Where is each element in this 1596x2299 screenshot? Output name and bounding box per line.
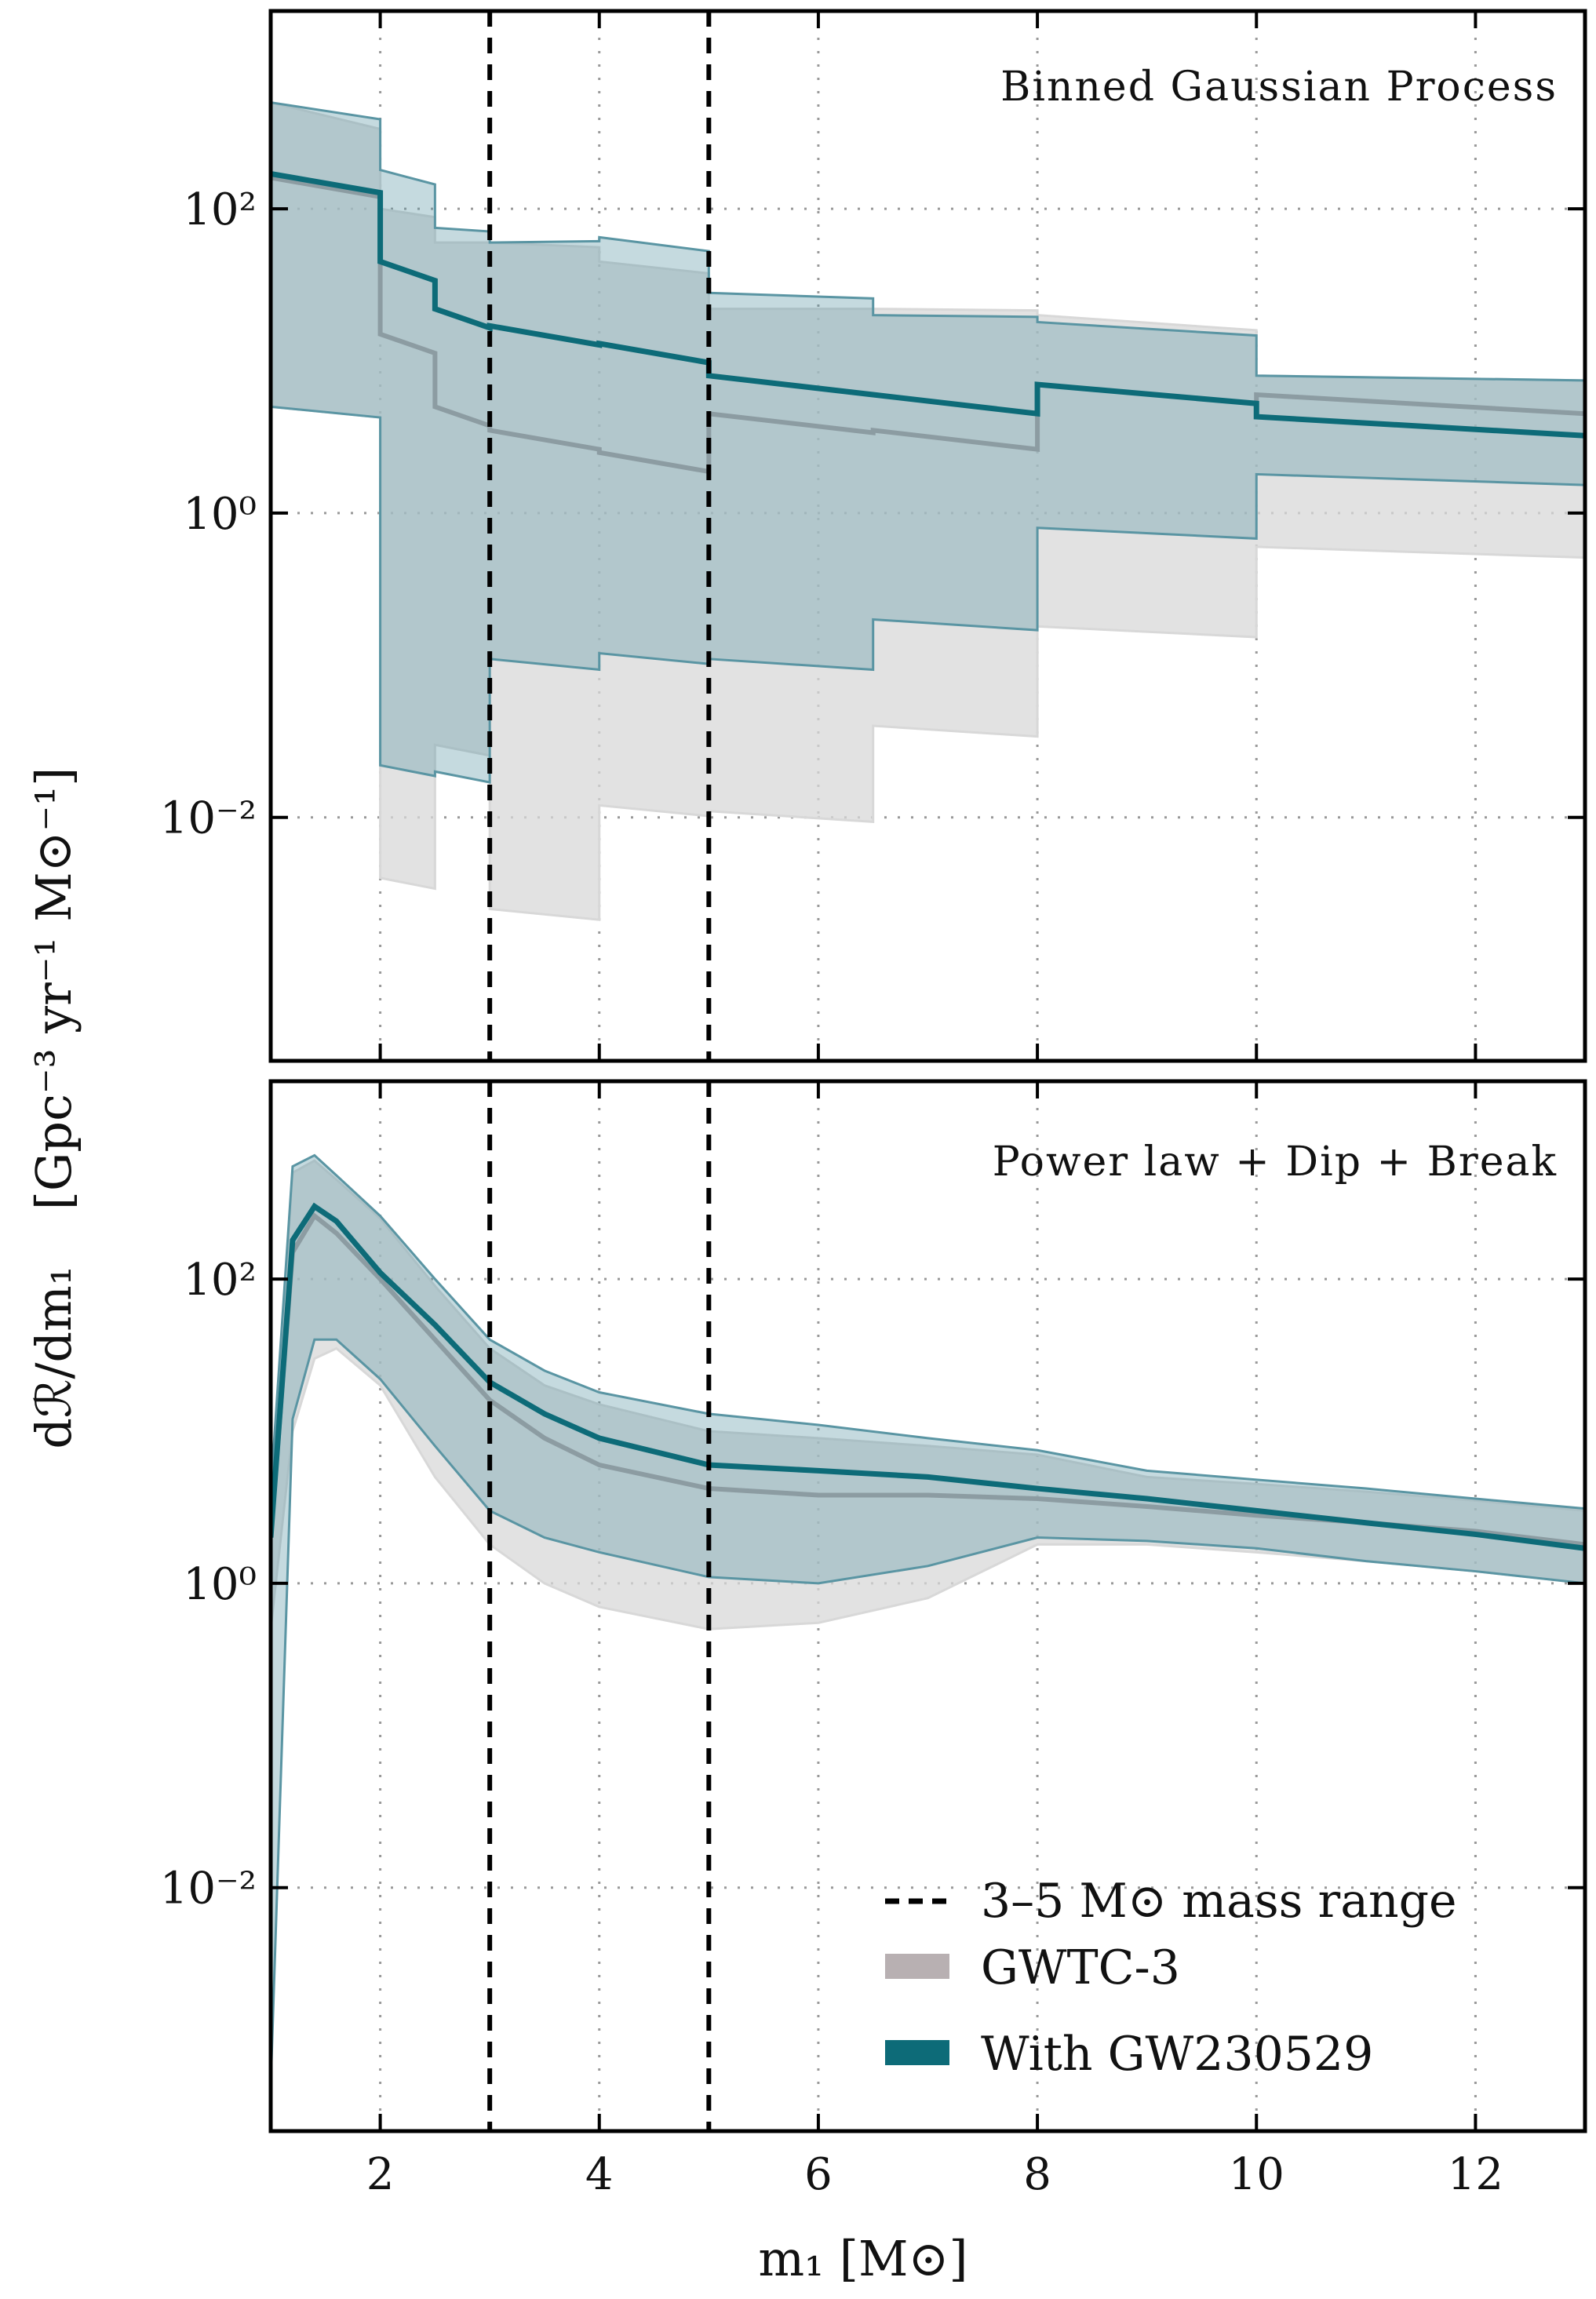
legend-gw-label: With GW230529: [981, 2027, 1373, 2082]
y-tick-label: 10²: [183, 1255, 257, 1306]
panel-2: 10² 10⁰ 10⁻² 2 4 6 8 10 12: [160, 1079, 1587, 2200]
y-tick-label: 10⁻²: [160, 1864, 257, 1915]
x-axis-label: m₁ [M⊙]: [758, 2230, 967, 2287]
y-tick-label: 10⁰: [183, 1559, 257, 1610]
panel-1-title: Binned Gaussian Process: [1000, 64, 1558, 111]
legend-gwtc3-swatch: [885, 1954, 949, 1979]
band-gwtc3: [271, 101, 1585, 921]
legend-gw-swatch: [885, 2040, 949, 2065]
panel-1: 10² 10⁰ 10⁻²: [160, 9, 1587, 1063]
x-tick-label: 2: [366, 2149, 395, 2200]
band-gw230529: [271, 101, 1585, 784]
x-tick-label: 10: [1229, 2149, 1284, 2200]
median-gwtc3: [271, 1212, 1585, 1547]
panel-frame: [268, 9, 1587, 1063]
panel-frame: [268, 1079, 1587, 2133]
y-tick-label: 10²: [183, 184, 257, 235]
y-axis-label: dℛ/dm₁: [25, 1266, 82, 1448]
x-tick-label: 8: [1023, 2149, 1051, 2200]
legend: 3–5 M⊙ mass range GWTC-3 With GW230529: [885, 1874, 1457, 2082]
y-tick-label: 10⁻²: [160, 793, 257, 844]
band-gw230529: [271, 1153, 1585, 2086]
x-tick-label: 4: [585, 2149, 614, 2200]
x-tick-label: 12: [1448, 2149, 1503, 2200]
median-gw230529: [271, 170, 1585, 439]
median-gw230529: [271, 1202, 1585, 1551]
legend-vline-label: 3–5 M⊙ mass range: [981, 1874, 1457, 1929]
panel-2-title: Power law + Dip + Break: [993, 1139, 1558, 1186]
panels-group: 10² 10⁰ 10⁻² 10² 10⁰ 10⁻² 2 4 6 8 10 12: [160, 9, 1587, 2200]
y-axis-units: [Gpc⁻³ yr⁻¹ M⊙⁻¹]: [25, 767, 82, 1211]
legend-gwtc3-label: GWTC-3: [981, 1940, 1180, 1995]
x-tick-label: 6: [804, 2149, 833, 2200]
y-tick-label: 10⁰: [183, 489, 257, 540]
